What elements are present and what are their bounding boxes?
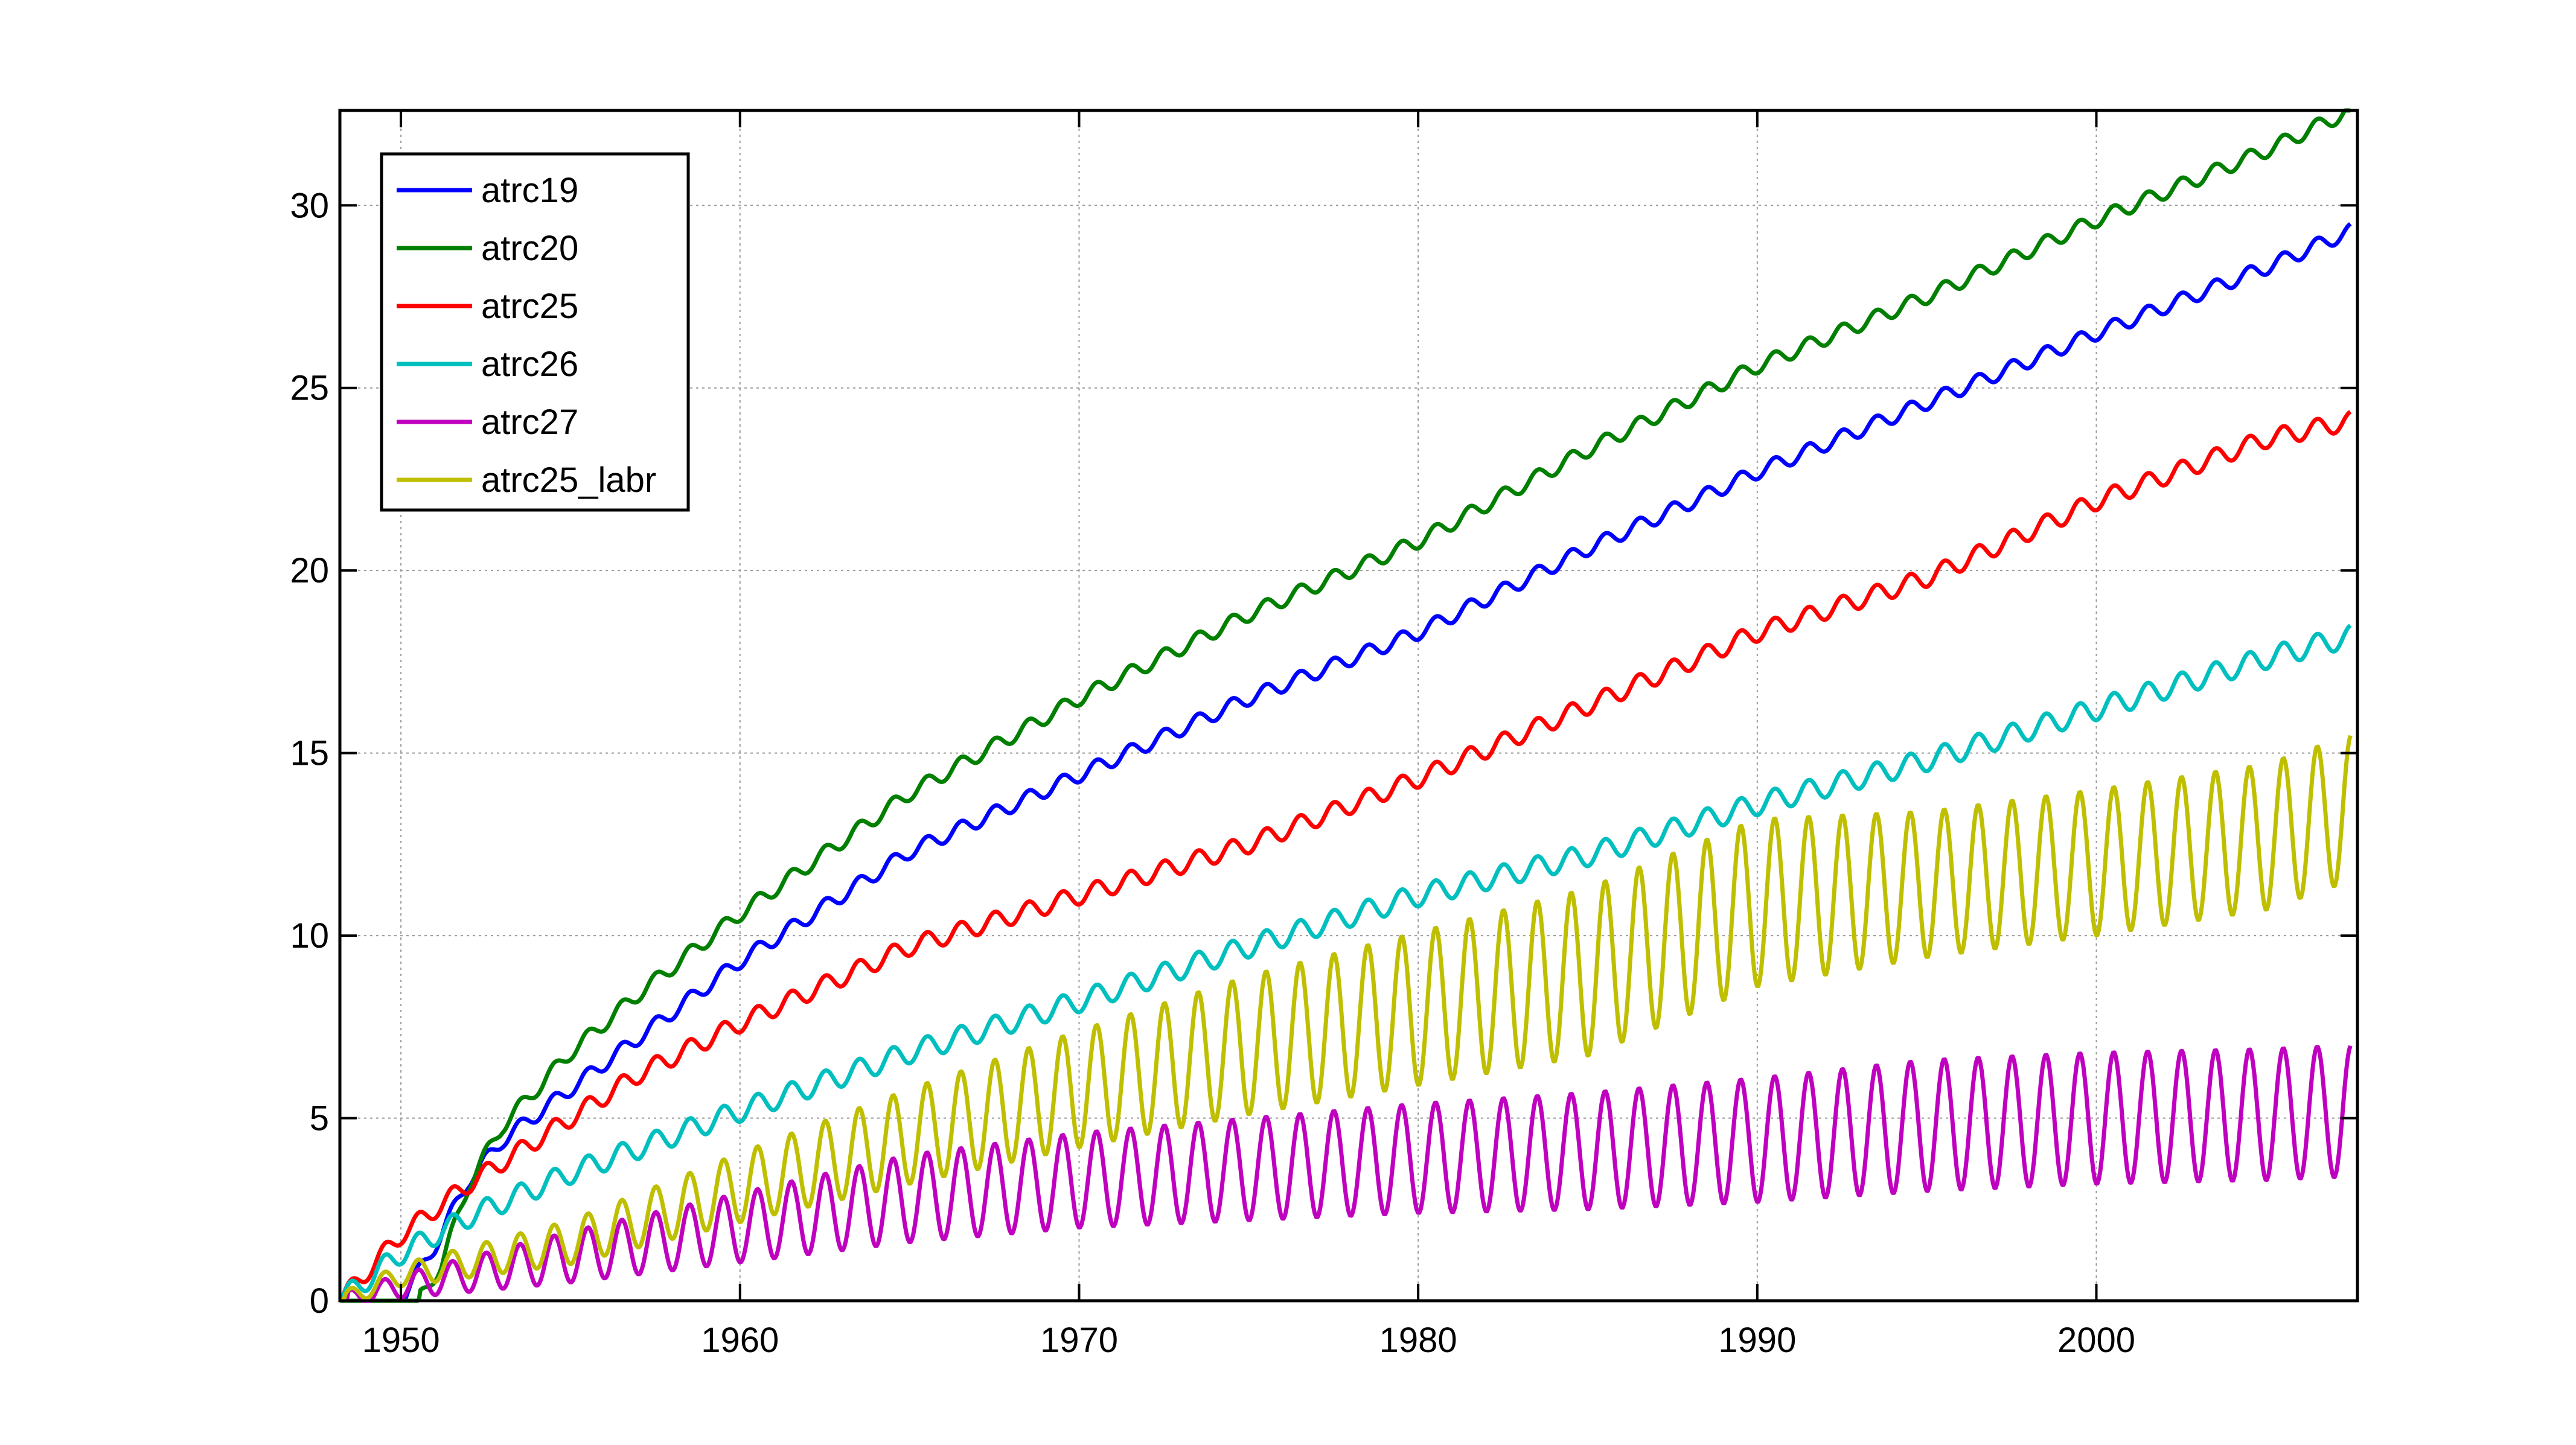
x-tick-label: 2000 bbox=[2057, 1321, 2135, 1360]
y-axis-tick-labels: 0 5 10 15 20 25 30 bbox=[290, 186, 329, 1321]
legend-label: atrc19 bbox=[481, 171, 578, 210]
x-tick-label: 1980 bbox=[1379, 1321, 1457, 1360]
x-tick-label: 1950 bbox=[362, 1321, 440, 1360]
y-tick-label: 25 bbox=[290, 369, 329, 408]
legend-label: atrc26 bbox=[481, 345, 578, 384]
series-line-atrc25_labr bbox=[339, 735, 2353, 1303]
axis-ticks bbox=[340, 110, 2357, 1302]
legend-label: atrc20 bbox=[481, 229, 578, 268]
legend-label: atrc25 bbox=[481, 287, 578, 326]
y-tick-label: 15 bbox=[290, 734, 329, 773]
series-lines bbox=[338, 108, 2353, 1303]
legend-label: atrc27 bbox=[481, 403, 578, 442]
y-tick-label: 10 bbox=[290, 916, 329, 955]
series-line-atrc27 bbox=[339, 1045, 2353, 1303]
y-tick-label: 30 bbox=[290, 186, 329, 225]
plot-frame bbox=[338, 109, 2359, 1303]
legend-label: atrc25_labr bbox=[481, 461, 656, 500]
series-line-atrc20 bbox=[339, 108, 2351, 1303]
y-tick-label: 20 bbox=[290, 551, 329, 590]
x-tick-label: 1960 bbox=[701, 1321, 779, 1360]
legend-box bbox=[380, 152, 690, 512]
series-line-atrc25 bbox=[338, 410, 2352, 1303]
series-line-atrc19 bbox=[339, 222, 2352, 1303]
legend: atrc19 atrc20 atrc25 atrc26 atrc27 atrc25_lab… bbox=[380, 152, 690, 512]
y-tick-label: 5 bbox=[310, 1099, 329, 1138]
series-line-atrc26 bbox=[338, 624, 2352, 1303]
y-tick-label: 0 bbox=[310, 1281, 329, 1321]
x-tick-label: 1970 bbox=[1040, 1321, 1118, 1360]
x-tick-label: 1990 bbox=[1718, 1321, 1796, 1360]
x-axis-tick-labels: 1950 1960 1970 1980 1990 2000 bbox=[362, 1321, 2135, 1360]
